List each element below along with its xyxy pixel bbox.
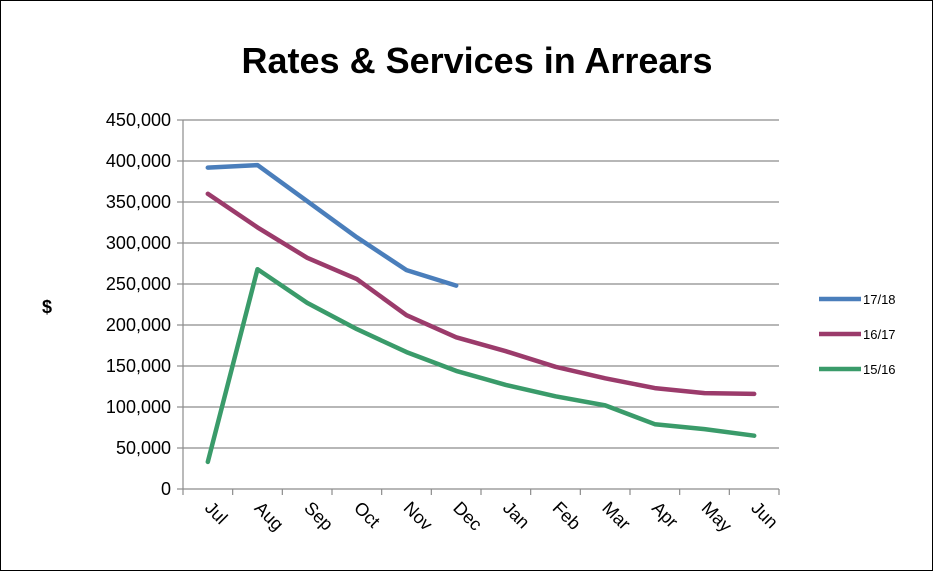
y-tick-label: 0 [161,479,171,499]
y-tick-label: 250,000 [106,274,171,294]
x-tick-label: Mar [598,498,634,534]
y-tick-label: 100,000 [106,397,171,417]
x-tick-label: Sep [300,498,337,535]
legend-label: 17/18 [863,292,896,307]
x-tick-label: Oct [350,498,384,532]
y-tick-label: 300,000 [106,233,171,253]
axes [177,120,779,495]
y-tick-label: 450,000 [106,110,171,130]
legend-label: 15/16 [863,362,896,377]
legend: 17/18 16/17 15/16 [819,292,896,377]
x-tick-label: Apr [648,498,682,532]
series-line-16-17 [208,194,754,394]
x-tick-label: Nov [400,498,437,535]
x-tick-label: Jul [201,498,231,528]
x-tick-labels: Jul Aug Sep Oct Nov Dec Jan Feb Mar Apr May Jun [201,498,782,536]
series-lines [208,165,754,462]
y-tick-label: 150,000 [106,356,171,376]
y-axis-label: $ [42,297,52,317]
x-tick-label: Feb [549,498,585,534]
y-tick-label: 50,000 [116,438,171,458]
x-tick-label: Jun [747,498,782,533]
y-tick-label: 350,000 [106,192,171,212]
y-tick-label: 200,000 [106,315,171,335]
y-tick-label: 400,000 [106,151,171,171]
legend-label: 16/17 [863,327,896,342]
x-tick-label: Dec [449,498,486,535]
gridlines [183,120,779,448]
chart-title: Rates & Services in Arrears [242,40,713,81]
y-tick-labels: 0 50,000 100,000 150,000 200,000 250,000 300,0… [106,110,171,499]
x-tick-label: May [698,498,736,536]
x-tick-label: Jan [499,498,534,533]
x-tick-label: Aug [251,498,288,535]
